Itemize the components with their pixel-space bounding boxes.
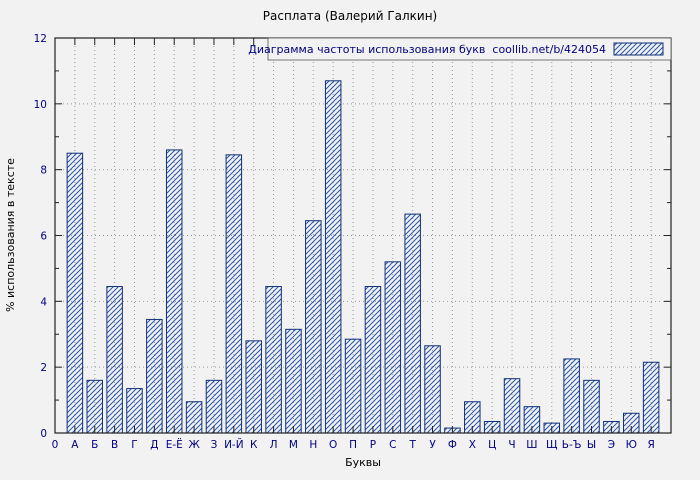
bar-Н <box>305 220 322 434</box>
x-tick-label: Ю <box>626 439 637 451</box>
y-tick-label: 12 <box>34 33 47 45</box>
bar-Л <box>265 286 282 434</box>
x-tick-label: О <box>329 439 337 451</box>
x-origin-label: 0 <box>52 439 59 451</box>
x-tick-label: З <box>211 439 218 451</box>
bar-З <box>205 379 223 434</box>
bar-Б <box>86 379 103 434</box>
x-tick-label: Б <box>91 439 98 451</box>
x-tick-label: Ц <box>488 439 496 451</box>
x-tick-label: Ь-Ъ <box>562 439 582 451</box>
bar-Р <box>364 286 382 434</box>
x-tick-label: С <box>389 439 396 451</box>
bar-Т <box>404 213 421 434</box>
legend-label: Диаграмма частоты использования букв coo… <box>248 43 606 56</box>
bar-С <box>384 261 402 434</box>
x-tick-label: Э <box>608 439 615 451</box>
bars-group <box>66 80 660 434</box>
x-tick-label: П <box>349 439 357 451</box>
bar-М <box>285 328 302 434</box>
x-tick-label: Ф <box>448 439 457 451</box>
x-tick-label: Я <box>647 439 654 451</box>
legend-box <box>267 37 672 61</box>
bar-Я <box>642 361 660 434</box>
bar-У <box>424 345 441 434</box>
x-tick-label: У <box>429 439 436 451</box>
legend-swatch <box>613 42 664 56</box>
x-tick-label: К <box>250 439 258 451</box>
bar-К <box>245 340 262 434</box>
y-tick-label: 8 <box>40 165 47 177</box>
x-tick-label: Х <box>469 439 476 451</box>
y-tick-label: 10 <box>34 99 47 111</box>
x-tick-label: Г <box>131 439 137 451</box>
x-tick-label: Д <box>150 439 158 451</box>
chart-title: Расплата (Валерий Галкин) <box>263 9 437 23</box>
bar-Ч <box>503 378 521 434</box>
bar-В <box>106 286 123 434</box>
x-tick-label: М <box>289 439 298 451</box>
bar-Ь-Ъ <box>563 358 580 434</box>
x-tick-label: А <box>71 439 79 451</box>
bar-Е-Ё <box>165 149 183 434</box>
x-tick-label: Ж <box>188 439 200 451</box>
x-axis-label: Буквы <box>345 456 381 469</box>
bar-А <box>66 152 84 434</box>
x-tick-label: И-Й <box>224 438 244 451</box>
y-tick-label: 0 <box>40 428 47 440</box>
bar-И-Й <box>225 154 243 434</box>
y-axis-label: % использования в тексте <box>4 158 17 312</box>
y-tick-label: 4 <box>40 296 47 308</box>
y-tick-label: 2 <box>40 362 47 374</box>
legend: Диаграмма частоты использования букв coo… <box>248 37 672 61</box>
bar-П <box>344 338 362 434</box>
x-tick-label: Ч <box>508 439 515 451</box>
x-tick-label: Н <box>309 439 317 451</box>
bar-Д <box>146 318 163 434</box>
x-tick-label: Щ <box>546 439 558 451</box>
x-tick-label: Л <box>270 439 278 451</box>
x-tick-label: Т <box>408 439 416 451</box>
y-tick-label: 6 <box>40 231 47 243</box>
x-tick-label: В <box>111 439 118 451</box>
x-tick-label: Е-Ё <box>166 438 183 451</box>
x-tick-label: Ш <box>526 439 537 451</box>
x-tick-label: Ы <box>587 439 596 451</box>
x-tick-label: Р <box>370 439 376 451</box>
bar-О <box>324 80 342 434</box>
bar-Ы <box>583 379 600 434</box>
